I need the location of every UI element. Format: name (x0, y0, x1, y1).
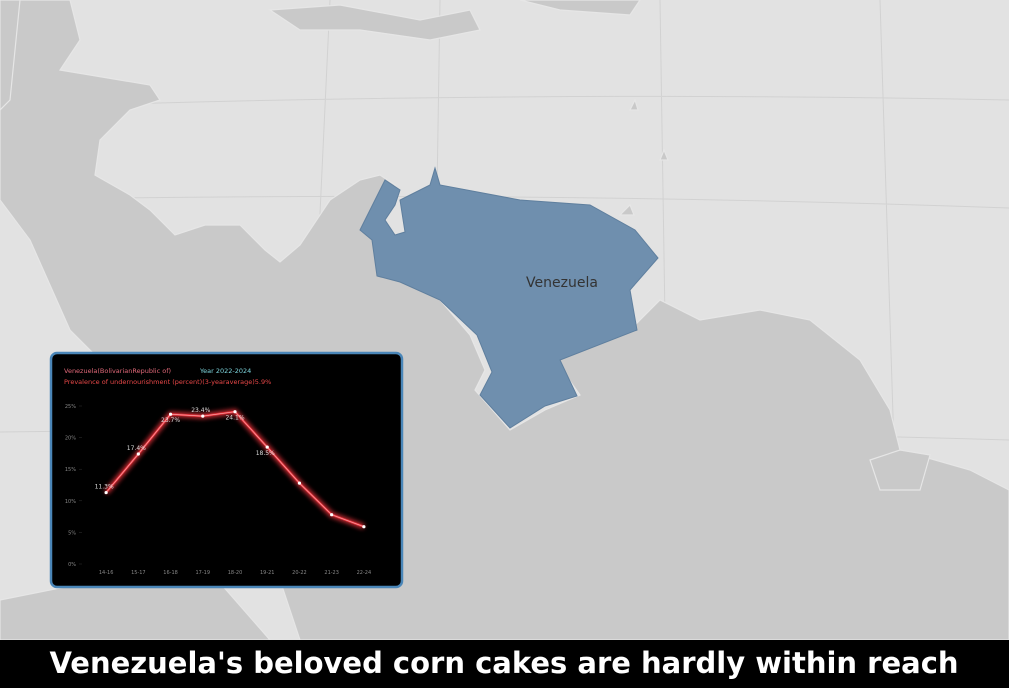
venezuela (359, 166, 659, 429)
x-tick-label: 22-24 (357, 570, 372, 576)
inset-chart: Venezuela(BolivarianRepublic of) Year 20… (49, 351, 404, 589)
chart-subtitle: Prevalence of undernourishment (percent)… (64, 378, 271, 386)
data-label: 11.3% (95, 484, 114, 491)
data-point (362, 525, 366, 529)
inset-frame (49, 351, 404, 589)
map-label: Venezuela (526, 275, 598, 291)
x-tick-label: 20-22 (292, 570, 307, 576)
y-tick-label: 20% (65, 436, 76, 442)
data-point (168, 412, 173, 416)
data-label: 23.7% (161, 417, 180, 424)
chart-year: Year 2022-2024 (199, 367, 251, 375)
chart-title: Venezuela(BolivarianRepublic of) (64, 367, 171, 375)
x-tick-label: 16-18 (163, 570, 178, 576)
data-point (201, 414, 205, 418)
data-point (104, 490, 108, 495)
x-tick-label: 17-19 (196, 570, 211, 576)
data-point (136, 452, 140, 456)
data-label: 24.1% (225, 415, 244, 422)
data-label: 23.4% (191, 407, 210, 414)
y-tick-label: 0% (68, 562, 76, 568)
x-tick-label: 15-17 (131, 570, 146, 576)
data-label: 18.5% (256, 450, 275, 457)
y-tick-label: 10% (65, 499, 76, 505)
data-point (233, 410, 237, 414)
x-tick-label: 14-16 (99, 570, 114, 576)
data-point (297, 481, 302, 485)
caption: Venezuela's beloved corn cakes are hardl… (49, 646, 958, 680)
data-point (265, 445, 269, 449)
x-tick-label: 19-21 (260, 570, 275, 576)
y-tick-label: 5% (68, 530, 76, 536)
data-point (330, 513, 334, 517)
data-label: 17.4% (127, 445, 146, 452)
y-tick-label: 15% (65, 467, 76, 473)
x-tick-label: 18-20 (228, 570, 243, 576)
x-tick-label: 21-23 (324, 570, 339, 576)
y-tick-label: 25% (65, 404, 76, 410)
caption-bar (0, 640, 1009, 688)
